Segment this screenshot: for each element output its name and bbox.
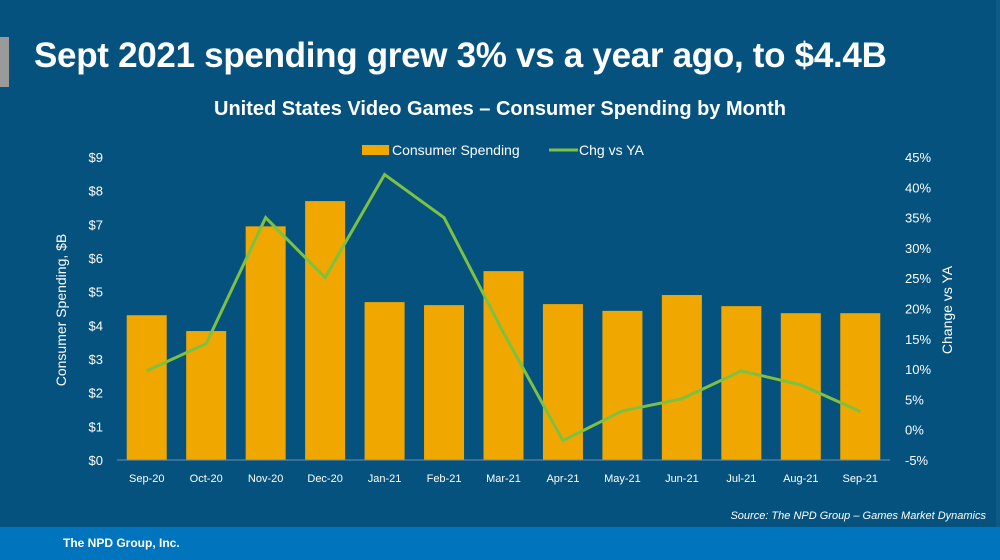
bar-feb-21 [424, 305, 465, 460]
legend-swatch-consumer-spending [362, 145, 389, 155]
footer-bar: The NPD Group, Inc. [0, 527, 1000, 560]
x-tick-label: Nov-20 [248, 473, 283, 485]
y-tick-label: $0 [89, 453, 103, 468]
y-tick-label: $3 [89, 352, 103, 367]
legend-label-chg-vs-ya: Chg vs YA [579, 142, 645, 158]
bar-oct-20 [186, 331, 227, 460]
y-tick-label: $2 [89, 386, 103, 401]
bar-jan-21 [364, 302, 405, 460]
slide-headline: Sept 2021 spending grew 3% vs a year ago… [34, 36, 887, 75]
x-tick-label: Mar-21 [486, 473, 521, 485]
bar-jun-21 [661, 295, 702, 460]
source-note: Source: The NPD Group – Games Market Dyn… [730, 510, 986, 522]
x-tick-label: Jan-21 [368, 473, 402, 485]
chart-title: United States Video Games – Consumer Spe… [214, 98, 786, 120]
x-tick-label: Jun-21 [665, 473, 699, 485]
y2-tick-label: 40% [905, 180, 931, 195]
y2-tick-label: 5% [905, 392, 924, 407]
x-tick-label: Aug-21 [783, 473, 818, 485]
y-axis-title: Consumer Spending, $B [53, 234, 69, 387]
bar-may-21 [602, 310, 643, 460]
x-tick-label: Oct-20 [190, 473, 223, 485]
bar-apr-21 [542, 304, 583, 460]
x-tick-label: Apr-21 [546, 473, 579, 485]
line-series-chg-vs-ya [146, 172, 861, 443]
y-tick-label: $5 [89, 285, 103, 300]
y-tick-label: $4 [89, 318, 103, 333]
y2-tick-label: 30% [905, 241, 931, 256]
y2-tick-label: 15% [905, 332, 931, 347]
x-tick-label: May-21 [604, 473, 641, 485]
bar-nov-20 [245, 226, 286, 460]
y2-tick-label: 20% [905, 302, 931, 317]
slide-edge [996, 0, 1000, 527]
y2-tick-label: 25% [905, 271, 931, 286]
y2-tick-label: 10% [905, 362, 931, 377]
bar-jul-21 [721, 306, 762, 460]
y2-tick-label: 35% [905, 211, 931, 226]
bar-dec-20 [305, 201, 346, 460]
y2-axis-title: Change vs YA [939, 265, 955, 354]
y2-tick-label: 0% [905, 423, 924, 438]
bar-mar-21 [483, 271, 524, 460]
y2-tick-label: -5% [905, 453, 929, 468]
chart-legend: Consumer Spending Chg vs YA [362, 142, 645, 158]
x-tick-label: Sep-20 [129, 473, 164, 485]
x-tick-label: Feb-21 [427, 473, 462, 485]
title-accent-bar [0, 37, 9, 87]
y-tick-label: $8 [89, 184, 103, 199]
footer-company-name: The NPD Group, Inc. [63, 536, 180, 550]
x-tick-label: Sep-21 [843, 473, 878, 485]
legend-label-consumer-spending: Consumer Spending [392, 142, 520, 158]
y2-tick-label: 45% [905, 150, 931, 165]
x-tick-label: Jul-21 [726, 473, 756, 485]
y-tick-label: $7 [89, 217, 103, 232]
x-tick-label: Dec-20 [307, 473, 342, 485]
y-tick-label: $6 [89, 251, 103, 266]
y-tick-label: $1 [89, 419, 103, 434]
y-tick-label: $9 [89, 150, 103, 165]
bar-aug-21 [780, 313, 821, 460]
bar-sep-20 [126, 315, 167, 460]
bar-sep-21 [840, 313, 881, 460]
